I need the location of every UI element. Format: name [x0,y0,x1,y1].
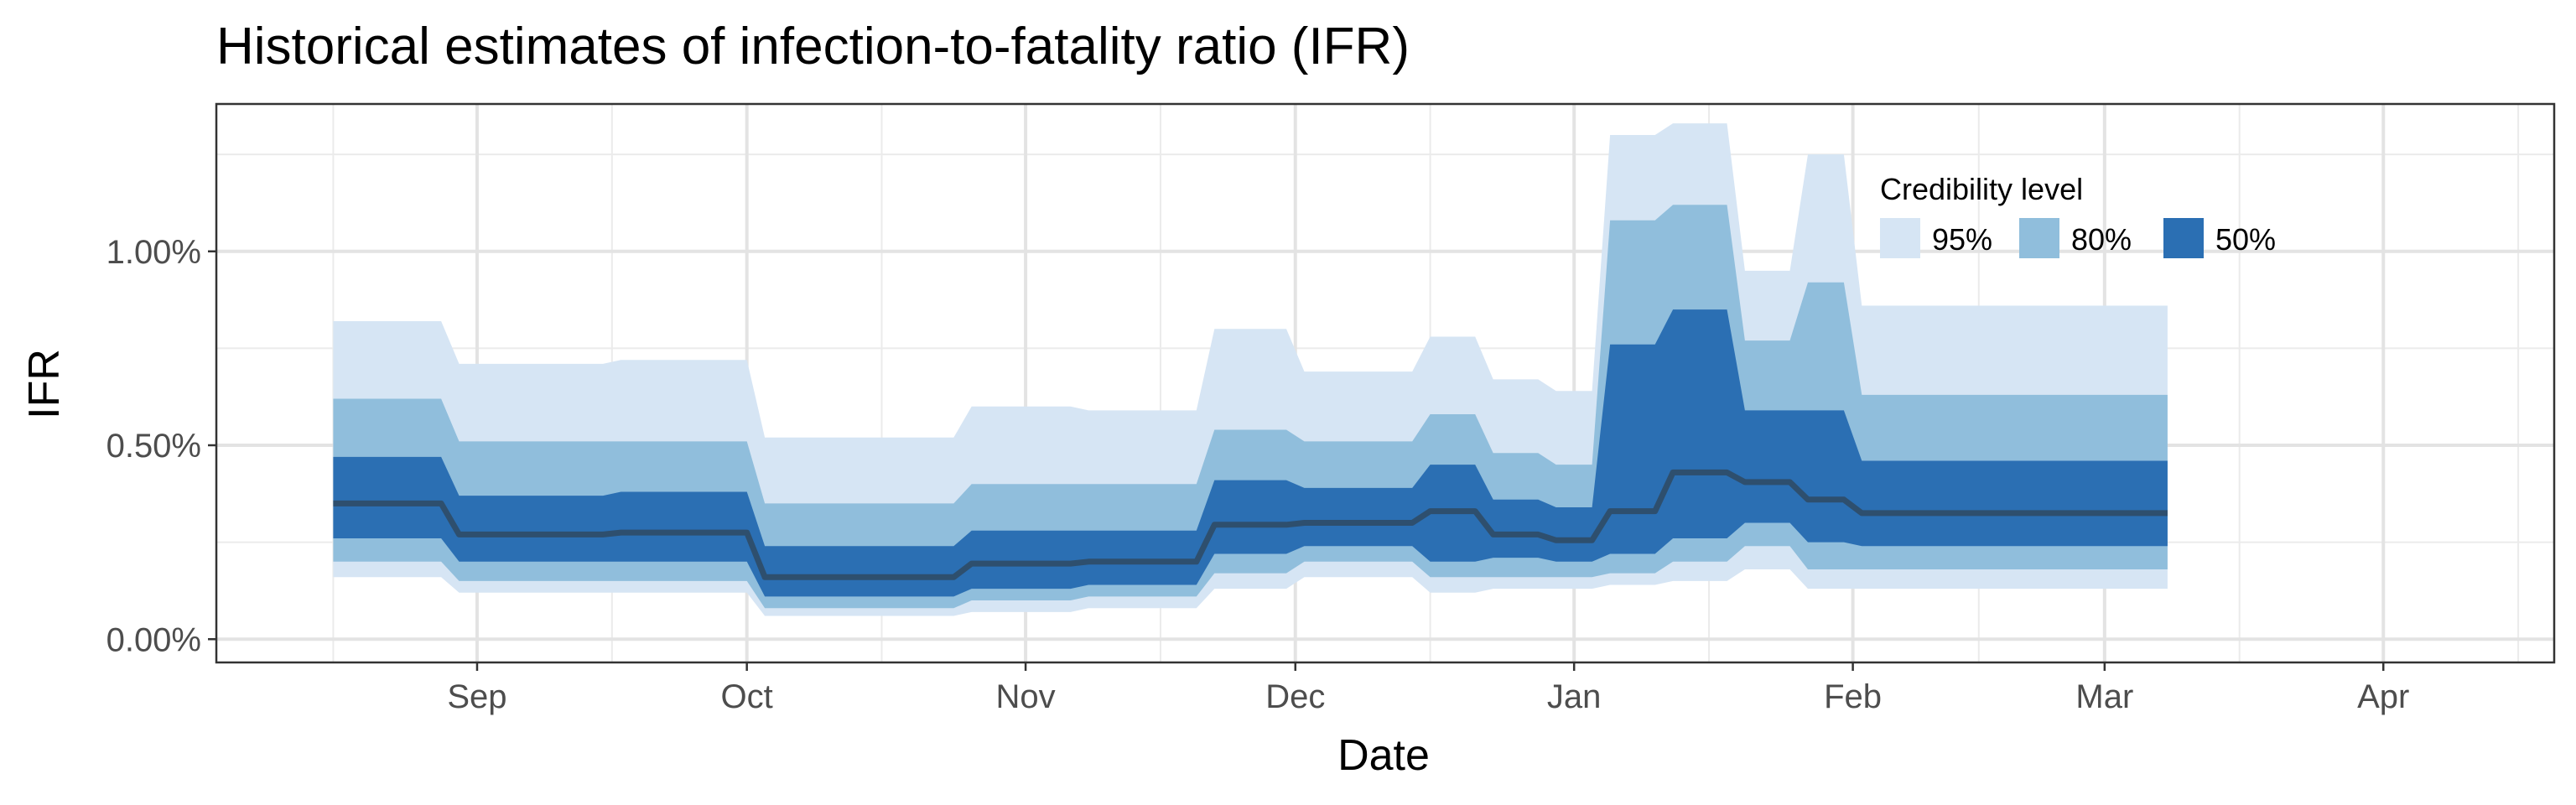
x-tick-label: Dec [1265,678,1325,715]
x-axis-ticks: Sep Oct Nov Dec Jan Feb Mar Apr [447,662,2409,715]
panel-border [215,102,2556,664]
legend-swatch [2019,218,2059,258]
legend-label: 95% [1932,222,1992,257]
band-50pct [333,309,2168,597]
median-path [333,469,2168,580]
legend-swatch [1880,218,1920,258]
median-line [333,469,2168,580]
legend-swatch [2163,218,2204,258]
credibility-bands [333,123,2168,616]
x-tick-label: Nov [996,678,1056,715]
x-tick-label: Sep [447,678,506,715]
legend-label: 50% [2215,222,2276,257]
chart-title: Historical estimates of infection-to-fat… [216,18,1410,75]
y-tick-label: 0.50% [106,428,201,465]
y-tick-label: 0.00% [106,621,201,658]
legend: Credibility level 95% 80% 50% [1880,172,2276,258]
x-tick-label: Jan [1547,678,1602,715]
x-tick-label: Apr [2357,678,2409,715]
y-tick-label: 1.00% [106,234,201,271]
y-axis-ticks: 0.00% 0.50% 1.00% [106,234,216,658]
y-axis-title: IFR [20,349,69,419]
x-tick-label: Feb [1824,678,1882,715]
legend-title: Credibility level [1880,172,2083,206]
x-tick-label: Oct [721,678,773,715]
legend-label: 80% [2071,222,2132,257]
x-tick-label: Mar [2075,678,2133,715]
x-axis-title: Date [1337,731,1430,780]
